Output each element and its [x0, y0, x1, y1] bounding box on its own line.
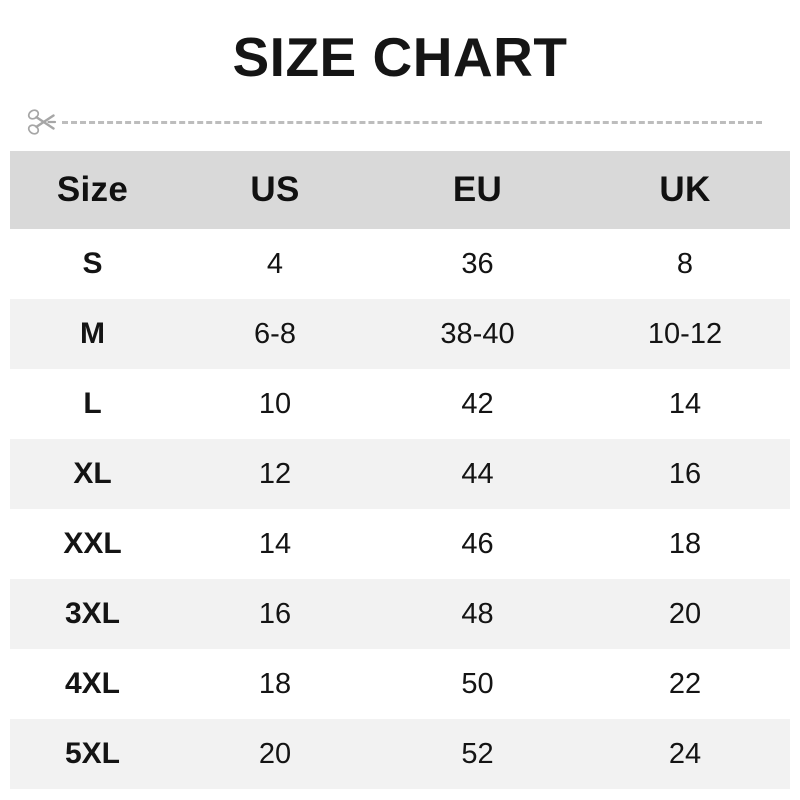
cell-uk: 16 [668, 457, 702, 490]
cell-eu: 44 [461, 457, 494, 490]
cell-eu: 50 [461, 667, 494, 700]
cell-us: 20 [258, 737, 292, 770]
table-row: L 10 42 14 [10, 369, 790, 439]
cell-uk: 14 [668, 387, 702, 420]
table-body: S 4 36 8 M 6-8 38-40 10-12 L 10 42 14 XL… [10, 229, 790, 789]
cell-us: 14 [258, 527, 292, 560]
cell-uk: 22 [668, 667, 702, 700]
scissors-icon [24, 104, 60, 140]
cell-uk: 8 [676, 247, 694, 280]
dashed-cut-line [62, 120, 762, 124]
table-row: 3XL 16 48 20 [10, 579, 790, 649]
size-chart-table: Size US EU UK S 4 36 8 M 6-8 38-40 10-12… [10, 151, 790, 789]
cell-us: 16 [258, 597, 292, 630]
cell-size: S [82, 247, 103, 280]
cell-size: 5XL [64, 737, 121, 770]
cell-size: 4XL [64, 667, 121, 700]
cell-size: XL [73, 457, 112, 490]
cell-eu: 46 [461, 527, 494, 560]
column-header-size: Size [56, 170, 129, 209]
cell-us: 18 [258, 667, 292, 700]
table-row: S 4 36 8 [10, 229, 790, 299]
cell-eu: 38-40 [440, 317, 515, 350]
table-row: XL 12 44 16 [10, 439, 790, 509]
column-header-eu: EU [452, 170, 503, 209]
cell-size: M [80, 317, 105, 350]
cell-eu: 36 [461, 247, 494, 280]
cell-us: 6-8 [254, 317, 296, 350]
table-row: 4XL 18 50 22 [10, 649, 790, 719]
column-header-us: US [250, 170, 300, 209]
cell-size: XXL [63, 527, 122, 560]
cell-eu: 52 [461, 737, 494, 770]
column-header-uk: UK [659, 170, 711, 209]
cell-uk: 18 [668, 527, 702, 560]
table-row: M 6-8 38-40 10-12 [10, 299, 790, 369]
cell-uk: 24 [668, 737, 702, 770]
cell-us: 12 [258, 457, 292, 490]
cut-here-line [24, 104, 776, 140]
cell-eu: 42 [461, 387, 494, 420]
cell-uk: 20 [668, 597, 702, 630]
cell-us: 4 [266, 247, 284, 280]
table-header-row: Size US EU UK [10, 151, 790, 229]
cell-uk: 10-12 [647, 317, 723, 350]
table-header: Size US EU UK [10, 151, 790, 229]
cell-us: 10 [258, 387, 292, 420]
table-row: XXL 14 46 18 [10, 509, 790, 579]
cell-eu: 48 [461, 597, 494, 630]
page-title: SIZE CHART [232, 26, 568, 88]
cell-size: 3XL [64, 597, 121, 630]
table-row: 5XL 20 52 24 [10, 719, 790, 789]
cell-size: L [83, 387, 102, 420]
